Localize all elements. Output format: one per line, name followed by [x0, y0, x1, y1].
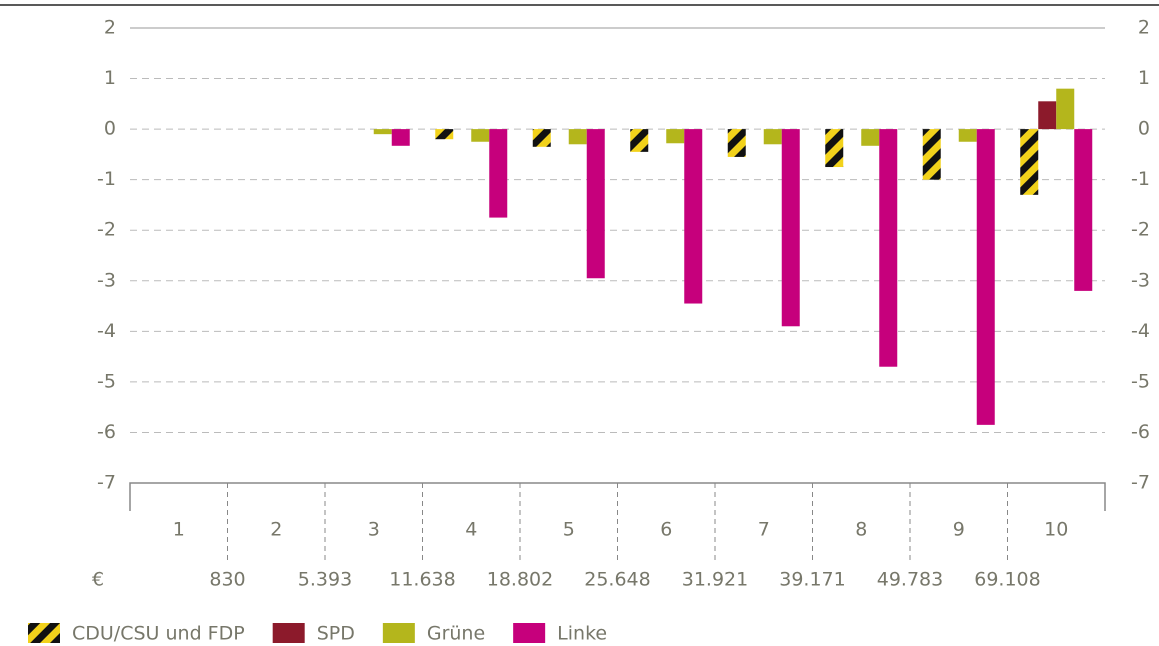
- income-bound-label: 5.393: [298, 569, 352, 591]
- x-tick-label: 9: [953, 519, 965, 541]
- x-tick-label: 2: [270, 519, 282, 541]
- legend-swatch: [382, 623, 415, 643]
- bar: [763, 129, 782, 145]
- x-tick-label: 4: [465, 519, 477, 541]
- income-bound-label: 830: [209, 569, 245, 591]
- y2-tick-label: -5: [1131, 370, 1150, 392]
- x-tick-label: 1: [173, 519, 185, 541]
- bar: [781, 129, 800, 327]
- bar: [1038, 101, 1057, 130]
- y2-tick-label: -1: [1131, 168, 1150, 190]
- income-bound-label: 25.648: [584, 569, 650, 591]
- bar: [471, 129, 490, 142]
- income-bound-label: 11.638: [389, 569, 455, 591]
- bar: [922, 129, 941, 180]
- bar: [1074, 129, 1093, 291]
- bar: [373, 129, 392, 135]
- bar: [391, 129, 410, 146]
- bar: [586, 129, 605, 279]
- x-tick-label: 7: [758, 519, 770, 541]
- legend-label: Grüne: [427, 623, 485, 645]
- y2-tick-label: -7: [1131, 472, 1150, 494]
- y-tick-label: 2: [104, 17, 116, 39]
- bar: [532, 129, 551, 147]
- y-tick-label: -2: [97, 219, 116, 241]
- y-tick-label: -7: [97, 472, 116, 494]
- bar: [976, 129, 995, 425]
- bar: [1020, 129, 1039, 195]
- x-tick-label: 8: [855, 519, 867, 541]
- income-bound-label: 39.171: [779, 569, 845, 591]
- legend-swatch: [513, 623, 546, 643]
- y2-tick-label: 0: [1138, 118, 1150, 140]
- bar: [1056, 88, 1075, 130]
- bar: [666, 129, 685, 144]
- y-tick-label: 1: [104, 67, 116, 89]
- y2-tick-label: -6: [1131, 421, 1150, 443]
- bar: [825, 129, 844, 168]
- legend-label: CDU/CSU und FDP: [72, 623, 245, 645]
- y-tick-label: -4: [97, 320, 116, 342]
- y2-tick-label: -2: [1131, 219, 1150, 241]
- legend-label: SPD: [317, 623, 355, 645]
- legend-label: Linke: [557, 623, 607, 645]
- y-tick-label: -5: [97, 370, 116, 392]
- bar: [630, 129, 649, 152]
- income-bound-label: 31.921: [682, 569, 748, 591]
- y2-tick-label: -4: [1131, 320, 1150, 342]
- currency-label: €: [92, 569, 104, 591]
- bar: [435, 129, 454, 140]
- income-bound-label: 18.802: [487, 569, 553, 591]
- bar: [879, 129, 898, 367]
- income-bound-label: 49.783: [877, 569, 943, 591]
- y2-tick-label: -3: [1131, 269, 1150, 291]
- y-tick-label: -6: [97, 421, 116, 443]
- legend-swatch: [272, 623, 305, 643]
- x-tick-label: 5: [563, 519, 575, 541]
- bar: [727, 129, 746, 157]
- bar: [861, 129, 880, 146]
- bar: [489, 129, 508, 218]
- y2-tick-label: 2: [1138, 17, 1150, 39]
- x-tick-label: 3: [368, 519, 380, 541]
- x-tick-label: 10: [1044, 519, 1068, 541]
- bar: [684, 129, 703, 304]
- y-tick-label: -3: [97, 269, 116, 291]
- x-tick-label: 6: [660, 519, 672, 541]
- y2-tick-label: 1: [1138, 67, 1150, 89]
- bar: [958, 129, 977, 142]
- legend-swatch: [28, 623, 60, 643]
- bar: [568, 129, 587, 145]
- y-tick-label: -1: [97, 168, 116, 190]
- y-tick-label: 0: [104, 118, 116, 140]
- income-bound-label: 69.108: [974, 569, 1040, 591]
